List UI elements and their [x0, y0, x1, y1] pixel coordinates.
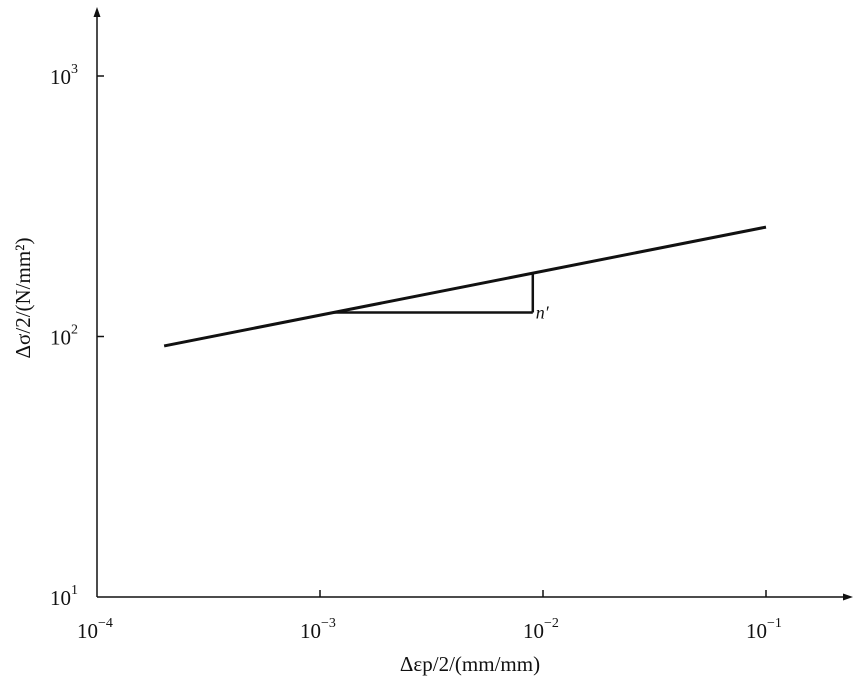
slope-label: n′	[536, 302, 550, 322]
x-tick-label: 10−3	[300, 616, 336, 643]
x-ticks: 10−4 10−3 10−2 10−1	[77, 590, 782, 643]
x-axis-label: Δεp/2/(mm/mm)	[400, 652, 540, 676]
y-ticks: 101 102 103	[50, 62, 104, 610]
y-axis-label: Δσ/2/(N/mm²)	[11, 238, 35, 359]
x-tick-label: 10−4	[77, 616, 113, 643]
x-tick-label: 10−1	[746, 616, 782, 643]
series-line	[163, 225, 767, 348]
y-tick-label: 103	[50, 62, 78, 89]
y-tick-label: 102	[50, 323, 78, 350]
x-tick-label: 10−2	[523, 616, 559, 643]
slope-triangle: n′	[333, 273, 550, 322]
y-tick-label: 101	[50, 583, 78, 610]
